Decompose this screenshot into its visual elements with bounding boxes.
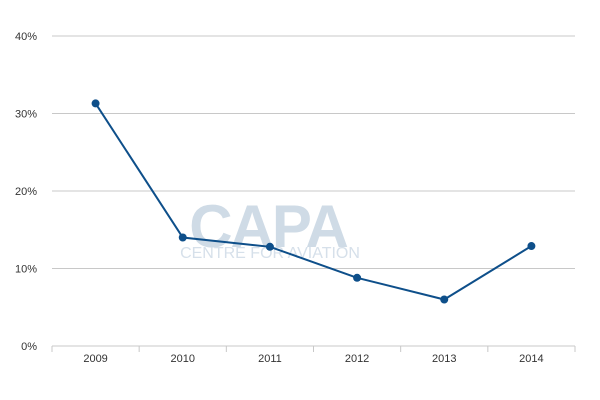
watermark-tagline: CENTRE FOR AVIATION bbox=[180, 245, 360, 262]
y-tick-label: 10% bbox=[15, 264, 37, 276]
series-line bbox=[94, 102, 532, 301]
series-layer bbox=[91, 99, 536, 304]
x-tick-label: 2012 bbox=[345, 353, 369, 365]
data-point bbox=[178, 233, 187, 242]
data-point bbox=[91, 99, 100, 108]
data-point bbox=[527, 242, 536, 251]
data-point bbox=[265, 242, 274, 251]
y-tick-label: 0% bbox=[21, 341, 37, 353]
y-tick-label: 20% bbox=[15, 186, 37, 198]
y-axis-ticks: 0% 10% 20% 30% 40% bbox=[15, 31, 37, 353]
x-tick-label: 2011 bbox=[258, 353, 282, 365]
capa-watermark: CAPA CENTRE FOR AVIATION bbox=[180, 193, 360, 262]
x-tick-label: 2010 bbox=[171, 353, 195, 365]
y-tick-label: 30% bbox=[15, 109, 37, 121]
x-axis: 2009 2010 2011 2012 2013 2014 bbox=[51, 345, 576, 365]
grid-lines bbox=[52, 35, 575, 347]
y-tick-label: 40% bbox=[15, 31, 37, 43]
data-point bbox=[353, 273, 362, 282]
data-point bbox=[440, 295, 449, 304]
x-tick-label: 2009 bbox=[83, 353, 107, 365]
x-tick-label: 2014 bbox=[519, 353, 543, 365]
x-tick-label: 2013 bbox=[432, 353, 456, 365]
